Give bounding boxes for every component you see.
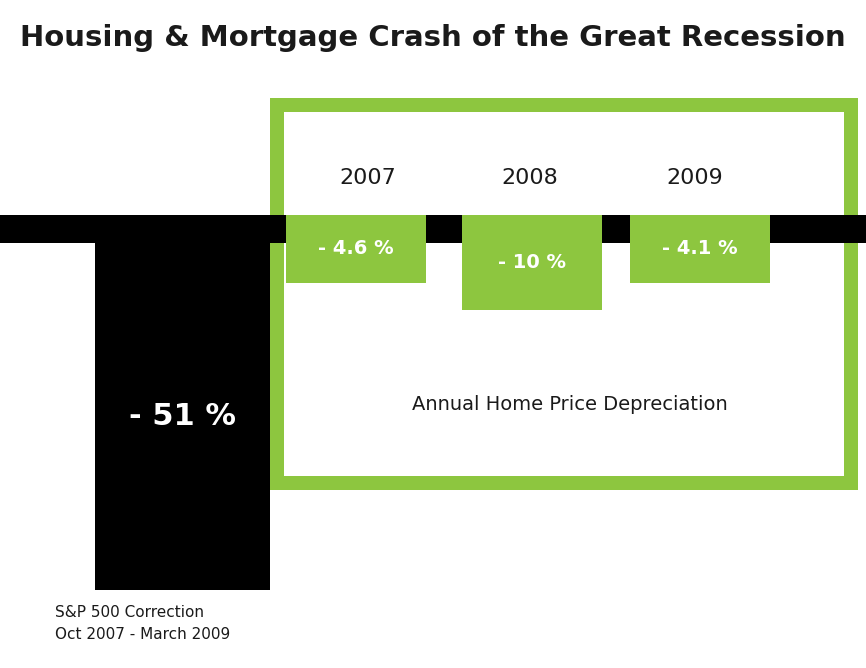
Bar xyxy=(284,112,844,476)
Text: 2009: 2009 xyxy=(667,168,723,188)
Text: - 51 %: - 51 % xyxy=(129,402,236,431)
Text: S&P 500 Correction
Oct 2007 - March 2009: S&P 500 Correction Oct 2007 - March 2009 xyxy=(55,605,230,642)
Text: 2007: 2007 xyxy=(339,168,397,188)
Bar xyxy=(462,215,602,310)
Text: - 4.1 %: - 4.1 % xyxy=(662,240,738,259)
Text: 2008: 2008 xyxy=(501,168,559,188)
Bar xyxy=(95,243,270,590)
Text: Housing & Mortgage Crash of the Great Recession: Housing & Mortgage Crash of the Great Re… xyxy=(20,24,846,52)
Bar xyxy=(0,215,866,243)
Bar xyxy=(286,215,426,283)
Bar xyxy=(270,98,858,490)
Bar xyxy=(630,215,770,283)
Text: Annual Home Price Depreciation: Annual Home Price Depreciation xyxy=(412,395,728,415)
Text: - 4.6 %: - 4.6 % xyxy=(318,240,394,259)
Text: - 10 %: - 10 % xyxy=(498,253,566,272)
